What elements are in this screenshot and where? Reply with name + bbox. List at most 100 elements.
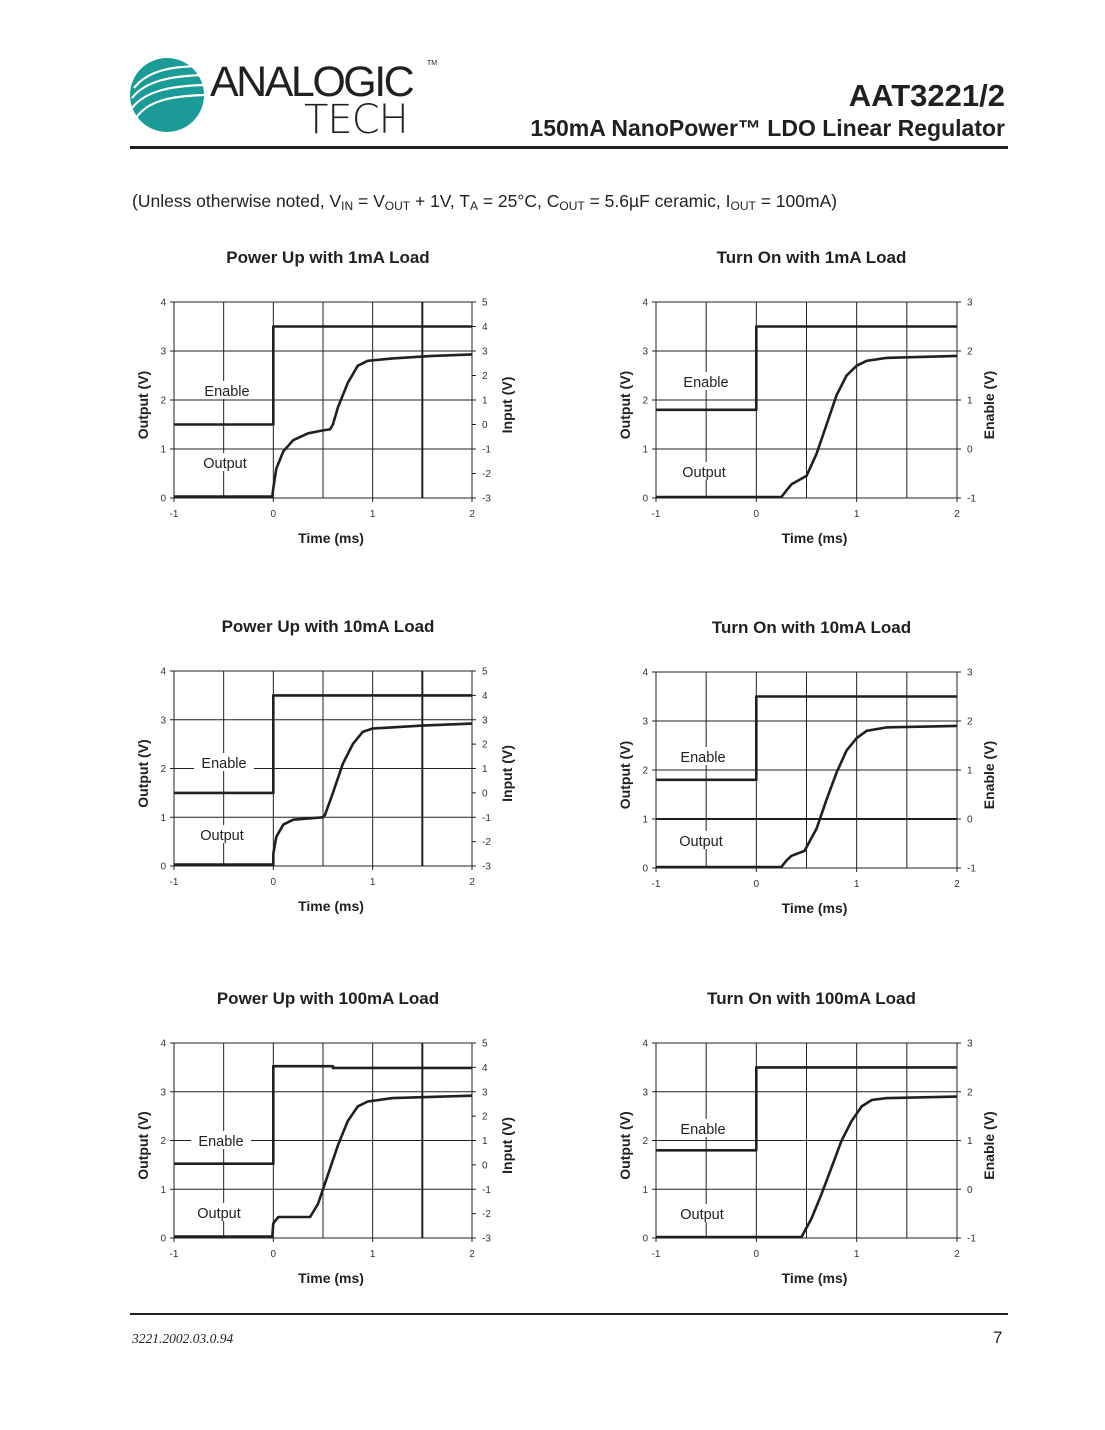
part-number: AAT3221/2: [848, 78, 1005, 113]
y2-tick-label: 0: [482, 420, 488, 431]
x-tick-label: 1: [854, 1249, 860, 1260]
y2-tick-label: 5: [482, 298, 488, 309]
x-axis-title: Time (ms): [782, 1270, 848, 1286]
y-tick-label: 0: [160, 862, 166, 873]
logo-text-top: ANALOGIC: [210, 58, 414, 106]
x-axis-title: Time (ms): [782, 530, 848, 546]
y2-tick-label: -1: [482, 813, 491, 824]
y2-tick-label: -1: [967, 494, 976, 505]
y-axis-title: Output (V): [135, 1111, 151, 1179]
chart-title: Turn On with 10mA Load: [712, 618, 911, 637]
x-tick-label: 1: [370, 877, 376, 888]
y2-tick-label: 1: [967, 766, 973, 777]
y2-axis-title: Input (V): [499, 1117, 515, 1174]
y2-tick-label: 0: [482, 788, 488, 799]
cond-text: = V: [353, 191, 385, 211]
annotation-background: [195, 453, 255, 471]
series-label-output: Output: [203, 456, 247, 472]
x-tick-label: 2: [469, 1249, 475, 1260]
y-axis-title: Output (V): [617, 741, 633, 809]
chart-title: Turn On with 100mA Load: [707, 989, 916, 1008]
y2-tick-label: -1: [967, 1234, 976, 1245]
y2-tick-label: 5: [482, 1039, 488, 1050]
x-tick-label: -1: [652, 1249, 661, 1260]
y2-tick-label: -1: [482, 1185, 491, 1196]
series-label-enable: Enable: [680, 750, 725, 766]
y-tick-label: 3: [160, 715, 166, 726]
x-axis-title: Time (ms): [298, 898, 364, 914]
y-tick-label: 2: [160, 396, 166, 407]
y2-tick-label: 1: [967, 1136, 973, 1147]
x-tick-label: 2: [954, 509, 960, 520]
y-tick-label: 3: [160, 1087, 166, 1098]
page-number: 7: [993, 1328, 1003, 1347]
x-tick-label: 1: [854, 879, 860, 890]
y2-tick-label: -2: [482, 469, 491, 480]
x-tick-label: 2: [469, 877, 475, 888]
x-axis-title: Time (ms): [298, 530, 364, 546]
cond-sub: OUT: [559, 199, 585, 213]
y-tick-label: 4: [642, 1039, 648, 1050]
y2-tick-label: 2: [967, 1087, 973, 1098]
chart-title: Power Up with 100mA Load: [217, 989, 439, 1008]
annotation-background: [673, 747, 733, 765]
annotation-background: [194, 753, 254, 771]
x-tick-label: 0: [271, 509, 277, 520]
y2-tick-label: 0: [967, 815, 973, 826]
y-tick-label: 3: [642, 347, 648, 358]
y2-axis-title: Enable (V): [981, 371, 997, 439]
y2-tick-label: 1: [482, 764, 488, 775]
chart-title: Power Up with 1mA Load: [226, 248, 429, 267]
x-axis-title: Time (ms): [298, 1270, 364, 1286]
x-tick-label: 0: [271, 877, 277, 888]
y2-tick-label: 0: [967, 445, 973, 456]
y-tick-label: 0: [642, 494, 648, 505]
y2-tick-label: 5: [482, 667, 488, 678]
series-label-enable: Enable: [680, 1122, 725, 1138]
series-label-enable: Enable: [683, 375, 728, 391]
x-tick-label: 0: [754, 879, 760, 890]
x-tick-label: 0: [754, 509, 760, 520]
x-tick-label: 1: [370, 1249, 376, 1260]
cond-text: + 1V, T: [410, 191, 470, 211]
chart-title: Turn On with 1mA Load: [717, 248, 907, 267]
x-tick-label: -1: [170, 877, 179, 888]
header-rule: [130, 146, 1008, 149]
logo-graphic: ANALOGIC TECH TM: [130, 58, 437, 143]
y-axis-title: Output (V): [135, 739, 151, 807]
cond-text: = 25°C, C: [477, 191, 560, 211]
y2-tick-label: -3: [482, 862, 491, 873]
y-axis-title: Output (V): [135, 371, 151, 439]
y-tick-label: 4: [160, 667, 166, 678]
y2-tick-label: -2: [482, 837, 491, 848]
series-line-enable: [656, 325, 957, 412]
document-number: 3221.2002.03.0.94: [132, 1331, 234, 1346]
series-label-output: Output: [679, 834, 723, 850]
cond-sub: A: [469, 199, 478, 213]
y-tick-label: 4: [160, 1039, 166, 1050]
y2-axis-title: Enable (V): [981, 741, 997, 809]
y2-tick-label: -2: [482, 1209, 491, 1220]
logo-tm: TM: [427, 60, 437, 67]
y2-tick-label: 2: [482, 1112, 488, 1123]
cond-sub: OUT: [384, 199, 411, 213]
y2-axis-title: Input (V): [499, 745, 515, 802]
x-tick-label: 2: [954, 1249, 960, 1260]
y-tick-label: 2: [642, 766, 648, 777]
y-tick-label: 0: [642, 1234, 648, 1245]
y2-tick-label: 4: [482, 691, 488, 702]
chart-5: Power Up with 100mA Load 0 1 2 3 4 -3 -2 -1 0 1 2 3 4…: [135, 989, 515, 1286]
series-line-output: [656, 1095, 958, 1239]
y2-tick-label: 1: [967, 396, 973, 407]
cond-sub: IN: [341, 199, 354, 213]
series-line-output: [174, 1094, 473, 1238]
x-tick-label: 2: [469, 509, 475, 520]
cond-text: (Unless otherwise noted, V: [132, 191, 342, 211]
y2-tick-label: 3: [967, 1039, 973, 1050]
y-tick-label: 0: [160, 1234, 166, 1245]
y-tick-label: 1: [160, 1185, 166, 1196]
series-label-output: Output: [200, 828, 244, 844]
y-tick-label: 1: [642, 1185, 648, 1196]
y2-tick-label: 2: [967, 717, 973, 728]
chart-2: Turn On with 1mA Load 0 1 2 3 4 -1 0 1 2 3 -1 0 1 2 Tim…: [617, 248, 997, 546]
